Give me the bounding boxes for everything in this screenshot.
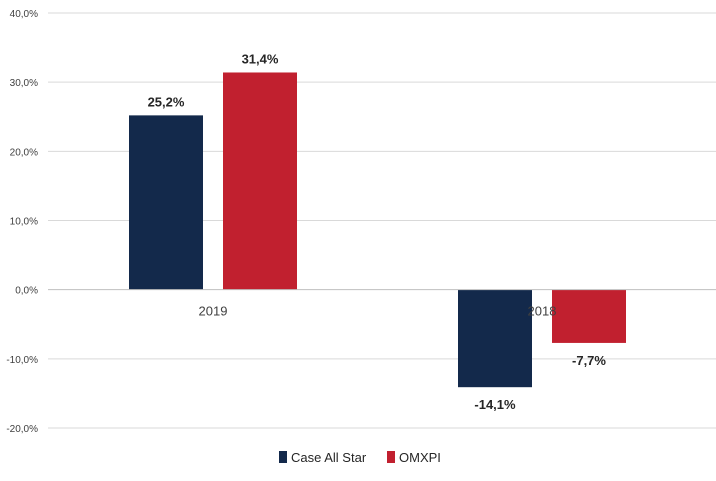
data-label: -14,1% [474,397,516,412]
bar [458,289,532,388]
y-axis: 40,0% 30,0% 20,0% 10,0% 0,0% -10,0% -20,0% [6,9,38,435]
y-tick-label: 20,0% [10,147,38,158]
bar [552,289,626,343]
legend-swatch [387,451,395,463]
y-tick-label: 40,0% [10,9,38,20]
y-tick-label: 30,0% [10,78,38,89]
bars [129,72,626,388]
category-label: 2018 [528,304,557,319]
y-tick-label: -10,0% [6,355,38,366]
y-tick-label: -20,0% [6,424,38,435]
legend-label: OMXPI [399,450,441,465]
y-tick-label: 10,0% [10,217,38,228]
data-label: 25,2% [148,94,185,109]
data-label: -7,7% [572,353,606,368]
legend-swatch [279,451,287,463]
bar [223,72,297,290]
category-label: 2019 [199,304,228,319]
legend-label: Case All Star [291,450,367,465]
data-labels: 25,2% 31,4% -14,1% -7,7% [148,51,607,412]
bar [129,115,203,290]
y-tick-label: 0,0% [15,286,38,297]
data-label: 31,4% [242,51,279,66]
category-labels: 2019 2018 [199,304,557,319]
legend: Case All Star OMXPI [279,450,441,465]
